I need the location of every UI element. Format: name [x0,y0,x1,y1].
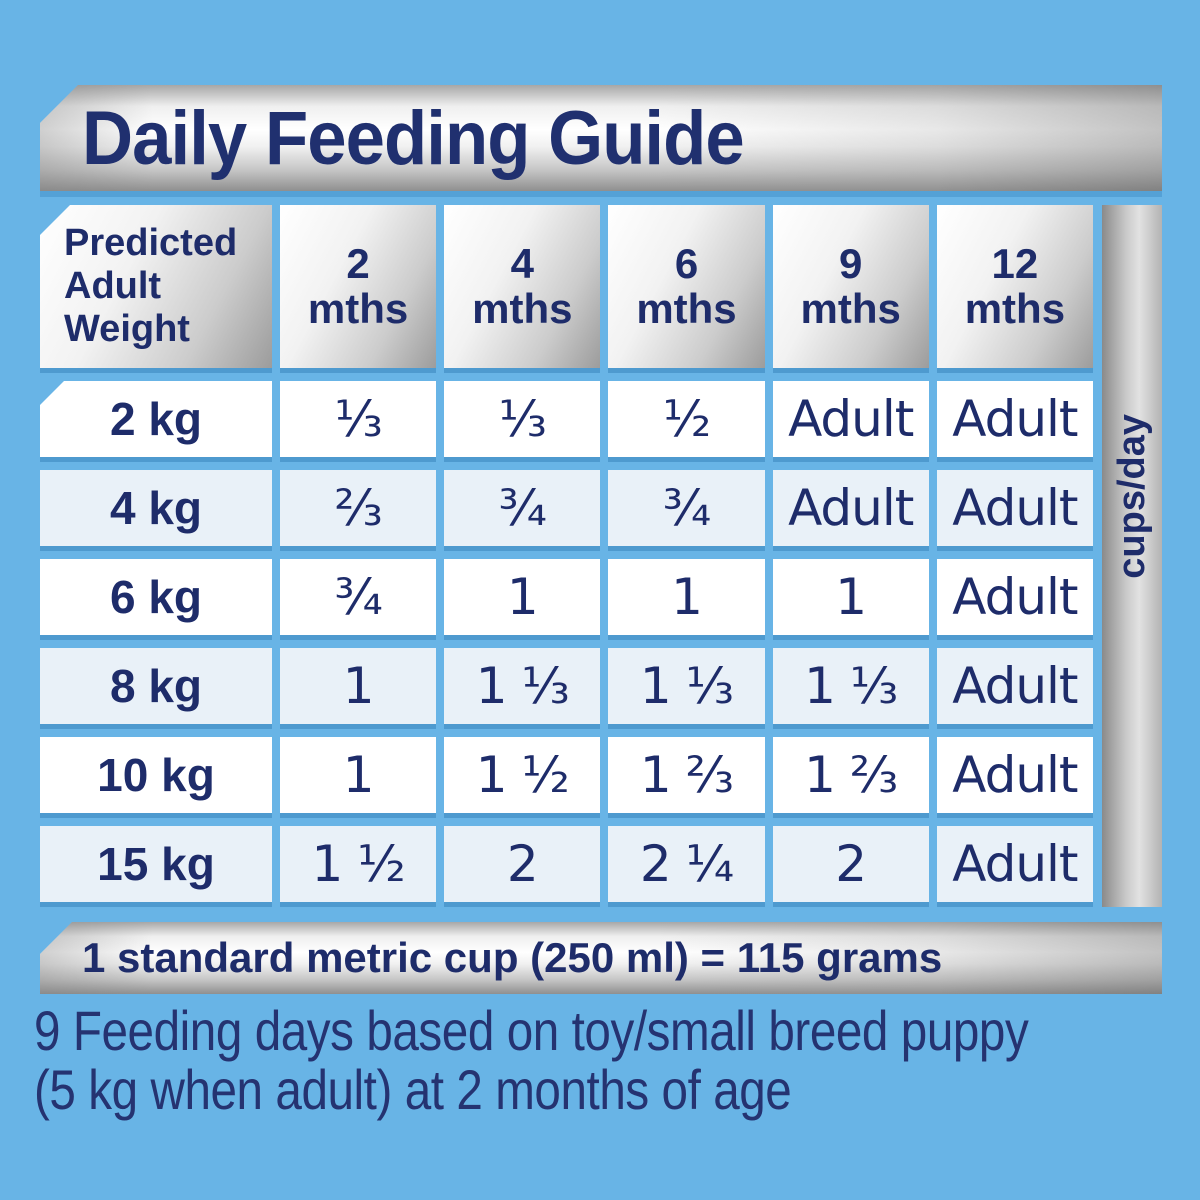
feeding-value-cell: Adult [936,648,1093,729]
corner-header-cell: Predicted Adult Weight [40,205,272,373]
month-header-cell-9mths: 9 mths [772,205,929,373]
weight-cell-15kg: 15 kg [40,826,272,907]
feeding-value-cell: 1 [444,559,601,640]
month-unit: mths [636,284,737,332]
feeding-value-cell: 2 [444,826,601,907]
title-banner: Daily Feeding Guide [40,85,1162,197]
feeding-value-cell: ¾ [608,470,765,551]
month-number: 4 [510,240,534,288]
feeding-value-cell: ⅓ [280,381,437,462]
page-title: Daily Feeding Guide [82,95,745,181]
feeding-value-cell: Adult [772,470,929,551]
month-number: 2 [346,240,370,288]
month-header-cell-6mths: 6 mths [608,205,765,373]
month-header-cell-12mths: 12 mths [936,205,1093,373]
cup-conversion-text: 1 standard metric cup (250 ml) = 115 gra… [82,934,943,981]
corner-header-line: Adult [64,264,162,307]
feeding-value-cell: ¾ [280,559,437,640]
feeding-value-cell: 1 ⅓ [772,648,929,729]
feeding-value-cell: Adult [936,559,1093,640]
feeding-value-cell: 1 ⅔ [608,737,765,818]
feeding-value-cell: 1 ⅔ [772,737,929,818]
feeding-value-cell: ¾ [444,470,601,551]
month-unit: mths [964,284,1066,332]
feeding-value-cell: Adult [936,470,1093,551]
feeding-value-cell: ⅔ [280,470,437,551]
feeding-value-cell: 1 [772,559,929,640]
weight-cell-6kg: 6 kg [40,559,272,640]
footnote-line-1: 9 Feeding days based on toy/small breed … [34,999,1029,1062]
feeding-value-cell: ½ [608,381,765,462]
feeding-value-cell: ⅓ [444,381,601,462]
footnote-line-2: (5 kg when adult) at 2 months of age [34,1057,792,1121]
month-unit: mths [472,284,573,332]
feeding-value-cell: 1 [280,737,437,818]
weight-cell-8kg: 8 kg [40,648,272,729]
corner-header-line: Predicted [64,221,238,264]
feeding-value-cell: 1 ⅓ [444,648,601,729]
feeding-value-cell: 1 ½ [280,826,437,907]
feeding-value-cell: 2 ¼ [608,826,765,907]
month-header-cell-4mths: 4 mths [444,205,601,373]
feeding-value-cell: 1 [280,648,437,729]
cups-per-day-strip: cups/day [1102,205,1162,907]
feeding-table: Predicted Adult Weight 2 mths 4 mths 6 m… [40,205,1093,907]
weight-cell-2kg: 2 kg [40,381,272,462]
feeding-value-cell: Adult [936,737,1093,818]
month-unit: mths [800,284,901,332]
footnote: 9 Feeding days based on toy/small breed … [34,999,1184,1121]
feeding-value-cell: Adult [772,381,929,462]
feeding-value-cell: 1 ⅓ [608,648,765,729]
month-header-cell-2mths: 2 mths [280,205,437,373]
corner-header-line: Weight [64,308,190,351]
feeding-value-cell: 1 [608,559,765,640]
weight-cell-10kg: 10 kg [40,737,272,818]
feeding-value-cell: Adult [936,826,1093,907]
cups-per-day-label: cups/day [1110,413,1153,579]
month-number: 9 [839,240,863,288]
weight-cell-4kg: 4 kg [40,470,272,551]
feeding-value-cell: 2 [772,826,929,907]
feeding-value-cell: 1 ½ [444,737,601,818]
feeding-value-cell: Adult [936,381,1093,462]
month-unit: mths [307,284,409,332]
cup-conversion-banner: 1 standard metric cup (250 ml) = 115 gra… [40,922,1162,994]
month-number: 6 [674,240,699,288]
month-number: 12 [991,240,1039,288]
